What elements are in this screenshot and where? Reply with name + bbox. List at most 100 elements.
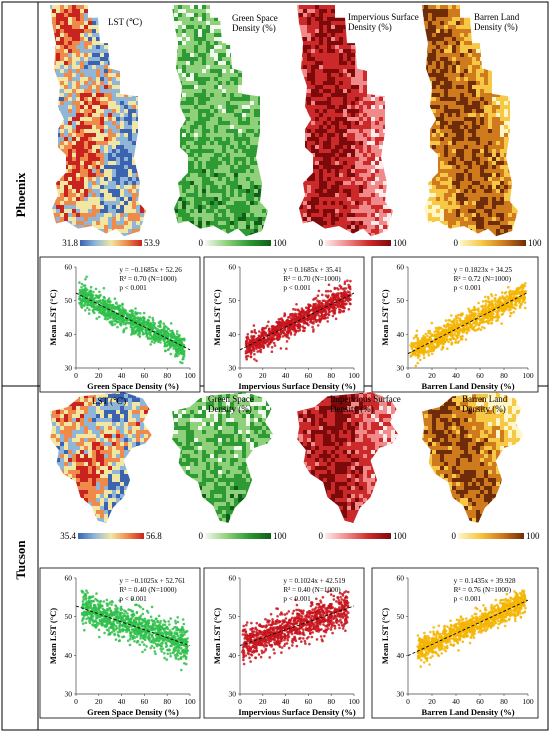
- data-point: [106, 302, 109, 306]
- y-axis-label: Mean LST (°C): [212, 289, 222, 345]
- data-point: [143, 648, 147, 652]
- data-point: [288, 319, 292, 323]
- data-point: [103, 308, 107, 311]
- data-point: [291, 644, 294, 647]
- data-point: [341, 594, 345, 597]
- data-point: [260, 630, 264, 634]
- data-point: [316, 294, 320, 298]
- data-point: [92, 600, 96, 603]
- data-point: [465, 314, 469, 317]
- data-point: [428, 338, 432, 342]
- data-point: [330, 626, 333, 629]
- x-tick-label: 20: [259, 371, 267, 380]
- data-point: [129, 633, 133, 636]
- data-point: [153, 323, 156, 327]
- data-point: [110, 612, 113, 616]
- data-point: [456, 323, 460, 327]
- data-point: [318, 315, 321, 318]
- map-tucson-0: [50, 392, 152, 523]
- data-point: [311, 307, 315, 311]
- legend-colorbar: [205, 240, 271, 246]
- data-point: [153, 624, 157, 627]
- data-point: [131, 323, 134, 326]
- data-point: [103, 616, 106, 619]
- data-point: [125, 626, 129, 629]
- data-point: [134, 316, 137, 320]
- data-point: [153, 341, 156, 344]
- data-point: [245, 640, 248, 644]
- regression-annotation: p < 0.001: [283, 284, 311, 292]
- data-point: [113, 311, 117, 315]
- data-point: [287, 646, 291, 650]
- data-point: [521, 300, 524, 304]
- data-point: [136, 639, 139, 643]
- data-point: [85, 300, 88, 304]
- data-point: [327, 283, 331, 287]
- data-point: [435, 341, 439, 344]
- data-point: [89, 291, 93, 294]
- data-point: [423, 348, 427, 351]
- data-point: [315, 597, 318, 601]
- data-point: [181, 348, 185, 352]
- data-point: [108, 633, 112, 636]
- data-point: [89, 604, 92, 607]
- data-point: [110, 313, 114, 317]
- data-point: [286, 639, 290, 642]
- data-point: [180, 628, 183, 631]
- data-point: [138, 325, 141, 329]
- y-tick-label: 60: [65, 574, 73, 583]
- data-point: [272, 341, 276, 345]
- data-point: [281, 329, 284, 333]
- data-point: [169, 617, 172, 620]
- map-title: Barren Land Density (%): [462, 394, 508, 414]
- data-point: [324, 312, 328, 315]
- data-point: [318, 309, 322, 312]
- data-point: [126, 319, 129, 322]
- data-point: [246, 350, 249, 354]
- y-tick-label: 60: [229, 574, 237, 583]
- data-point: [159, 619, 162, 623]
- data-point: [138, 335, 142, 338]
- data-point: [346, 590, 350, 594]
- data-point: [144, 635, 147, 638]
- data-point: [465, 331, 469, 335]
- data-point: [108, 320, 111, 324]
- data-point: [414, 353, 417, 356]
- data-point: [457, 313, 460, 317]
- data-point: [123, 612, 126, 615]
- x-tick-label: 100: [522, 371, 534, 380]
- data-point: [91, 623, 94, 627]
- data-point: [91, 617, 94, 621]
- data-point: [95, 614, 98, 618]
- data-point: [416, 344, 420, 347]
- data-point: [94, 294, 98, 297]
- map-title-line: Impervious Surface: [330, 394, 401, 404]
- data-point: [474, 324, 477, 327]
- data-point: [144, 329, 147, 332]
- x-tick-label: 0: [74, 371, 78, 380]
- map-title: Impervious Surface Density (%): [348, 12, 419, 32]
- data-point: [309, 604, 313, 608]
- data-point: [175, 351, 179, 355]
- data-point: [415, 334, 419, 337]
- data-point: [119, 309, 122, 312]
- data-point: [323, 299, 326, 303]
- data-point: [176, 354, 179, 358]
- data-point: [304, 642, 307, 645]
- legend-min-label: 0: [319, 531, 324, 541]
- y-tick-label: 50: [229, 612, 237, 621]
- data-point: [164, 620, 167, 624]
- data-point: [152, 321, 155, 324]
- data-point: [304, 317, 307, 321]
- data-point: [287, 336, 291, 340]
- data-point: [500, 322, 504, 325]
- data-point: [335, 619, 338, 622]
- data-point: [261, 326, 265, 330]
- data-point: [147, 319, 150, 323]
- data-point: [487, 304, 491, 307]
- data-point: [185, 646, 189, 650]
- data-point: [459, 313, 462, 317]
- data-point: [91, 308, 95, 312]
- data-point: [291, 328, 295, 331]
